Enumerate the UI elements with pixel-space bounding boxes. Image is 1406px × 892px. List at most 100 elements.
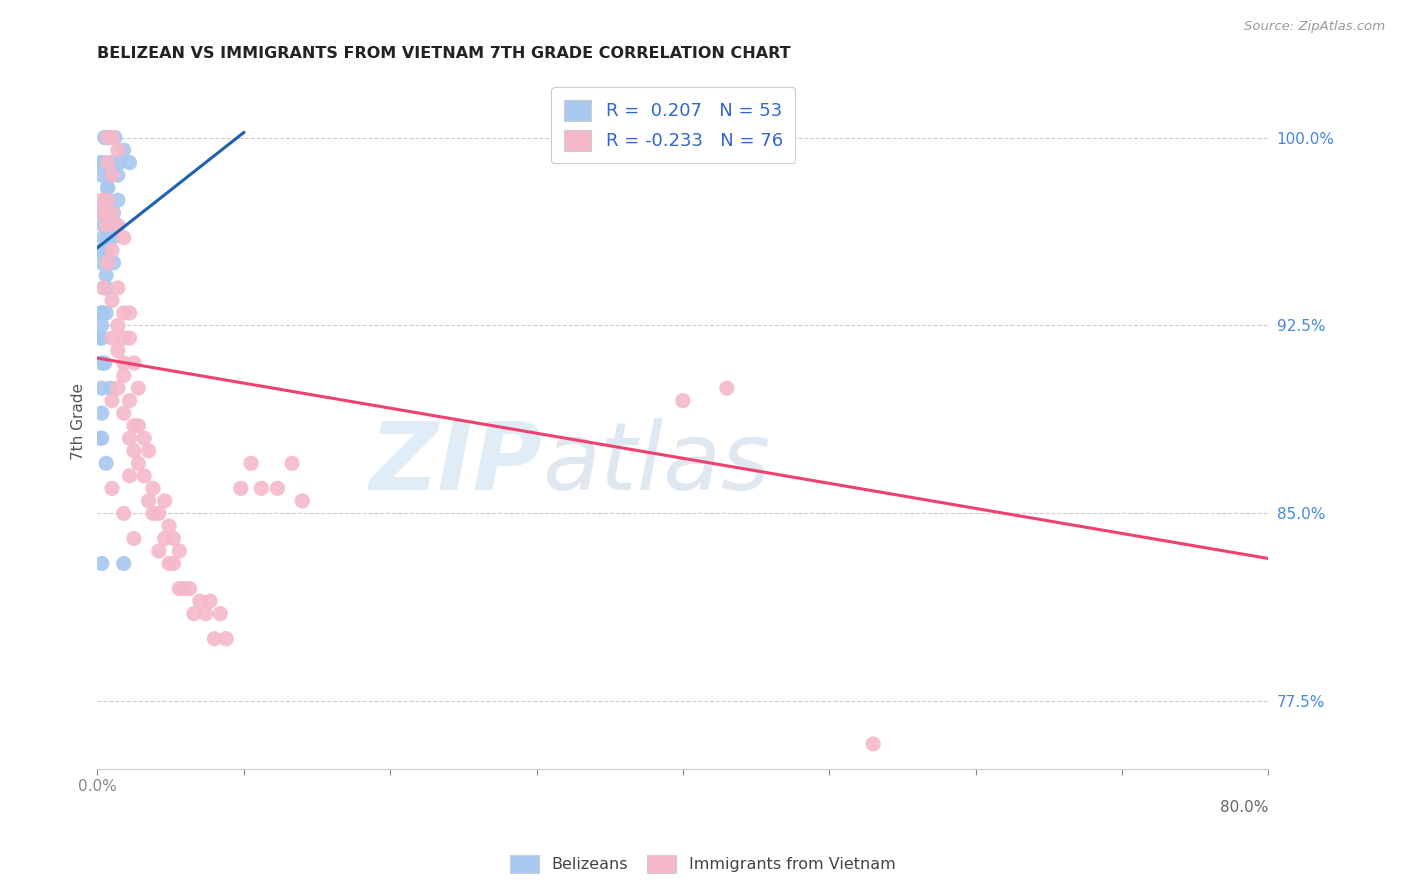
Point [101,244,124,258]
Point [101,481,124,495]
Point [90,306,112,320]
Point [90,356,112,370]
Point [90,256,112,270]
Point [127,456,149,470]
Text: 80.0%: 80.0% [1220,799,1268,814]
Point [138,494,160,508]
Text: Source: ZipAtlas.com: Source: ZipAtlas.com [1244,20,1385,33]
Point [112,331,135,345]
Point [90,168,112,182]
Point [93,356,115,370]
Point [94,193,117,207]
Point [198,594,221,608]
Point [98,130,121,145]
Point [194,607,217,621]
Point [112,143,135,157]
Point [89,155,111,169]
Point [94,456,117,470]
Point [100,205,122,219]
Point [118,306,141,320]
Point [118,431,141,445]
Point [100,381,122,395]
Point [103,205,125,219]
Point [101,393,124,408]
Point [91,219,114,233]
Point [112,557,135,571]
Point [90,381,112,395]
Point [103,256,125,270]
Text: atlas: atlas [543,418,770,509]
Point [134,431,156,445]
Point [240,456,263,470]
Point [169,544,191,558]
Point [118,331,141,345]
Point [101,130,124,145]
Point [90,244,112,258]
Point [162,557,184,571]
Point [162,532,184,546]
Point [101,205,124,219]
Point [94,281,117,295]
Point [122,532,145,546]
Point [112,231,135,245]
Point [127,418,149,433]
Point [97,155,120,169]
Point [118,393,141,408]
Point [97,193,120,207]
Point [100,168,122,182]
Point [91,155,114,169]
Point [716,381,738,395]
Point [122,356,145,370]
Point [108,155,131,169]
Point [91,281,114,295]
Point [148,507,170,521]
Legend: R =  0.207   N = 53, R = -0.233   N = 76: R = 0.207 N = 53, R = -0.233 N = 76 [551,87,796,163]
Point [229,481,252,495]
Point [183,607,205,621]
Point [112,406,135,420]
Text: BELIZEAN VS IMMIGRANTS FROM VIETNAM 7TH GRADE CORRELATION CHART: BELIZEAN VS IMMIGRANTS FROM VIETNAM 7TH … [97,46,792,62]
Point [209,607,232,621]
Point [94,130,117,145]
Point [112,356,135,370]
Point [862,737,884,751]
Point [169,582,191,596]
Point [101,155,124,169]
Point [101,231,124,245]
Point [104,130,127,145]
Point [215,632,238,646]
Point [291,494,314,508]
Point [142,481,165,495]
Point [107,381,129,395]
Point [118,155,141,169]
Point [122,418,145,433]
Point [90,406,112,420]
Point [107,343,129,358]
Point [90,306,112,320]
Point [97,193,120,207]
Point [91,205,114,219]
Point [112,507,135,521]
Point [157,519,180,533]
Point [107,193,129,207]
Point [90,306,112,320]
Point [97,180,120,194]
Point [107,143,129,157]
Point [112,368,135,383]
Point [90,318,112,333]
Point [138,443,160,458]
Point [97,130,120,145]
Point [122,443,145,458]
Point [157,557,180,571]
Point [250,481,273,495]
Point [97,180,120,194]
Point [112,306,135,320]
Y-axis label: 7th Grade: 7th Grade [72,384,86,460]
Point [127,381,149,395]
Point [153,532,176,546]
Point [97,256,120,270]
Point [188,594,211,608]
Point [90,431,112,445]
Point [281,456,304,470]
Point [105,219,128,233]
